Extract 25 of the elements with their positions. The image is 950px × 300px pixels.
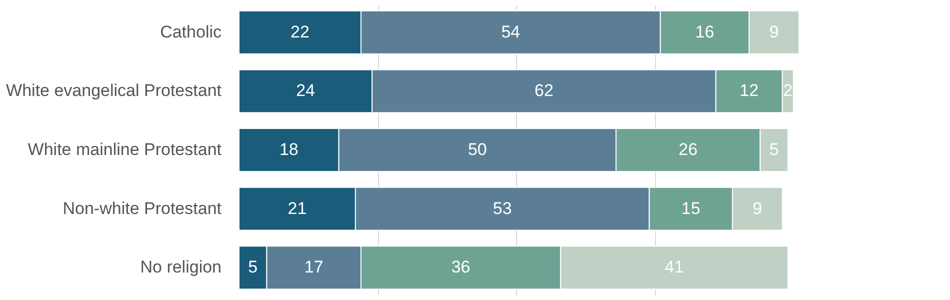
data-label: 18 (279, 140, 298, 159)
data-label: 21 (288, 198, 307, 218)
data-label: 15 (681, 198, 700, 218)
data-label: 16 (695, 22, 714, 42)
data-label: 62 (534, 81, 554, 100)
data-label: 9 (769, 22, 779, 42)
y-tick-label: White mainline Protestant (28, 140, 222, 159)
data-label: 22 (290, 22, 310, 42)
data-label: 5 (769, 140, 779, 159)
y-tick-label: No religion (140, 258, 222, 277)
data-label: 54 (501, 22, 520, 42)
y-tick-label: White evangelical Protestant (6, 81, 222, 100)
data-label: 26 (678, 140, 698, 159)
data-label: 17 (304, 258, 324, 277)
data-label: 50 (468, 140, 487, 159)
data-label: 53 (492, 198, 512, 218)
data-label: 12 (740, 81, 759, 100)
y-tick-label: Non-white Protestant (62, 198, 222, 218)
data-label: 36 (451, 258, 470, 277)
data-label: 24 (296, 81, 315, 100)
data-label: 41 (664, 258, 684, 277)
data-label: 9 (752, 198, 762, 218)
data-label: 5 (248, 258, 258, 277)
y-tick-label: Catholic (160, 22, 222, 42)
data-label: 2 (783, 81, 793, 100)
